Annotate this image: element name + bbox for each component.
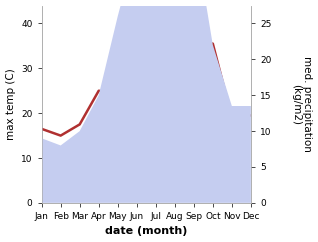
X-axis label: date (month): date (month)	[105, 227, 187, 236]
Y-axis label: med. precipitation
(kg/m2): med. precipitation (kg/m2)	[291, 56, 313, 152]
Y-axis label: max temp (C): max temp (C)	[5, 68, 16, 140]
